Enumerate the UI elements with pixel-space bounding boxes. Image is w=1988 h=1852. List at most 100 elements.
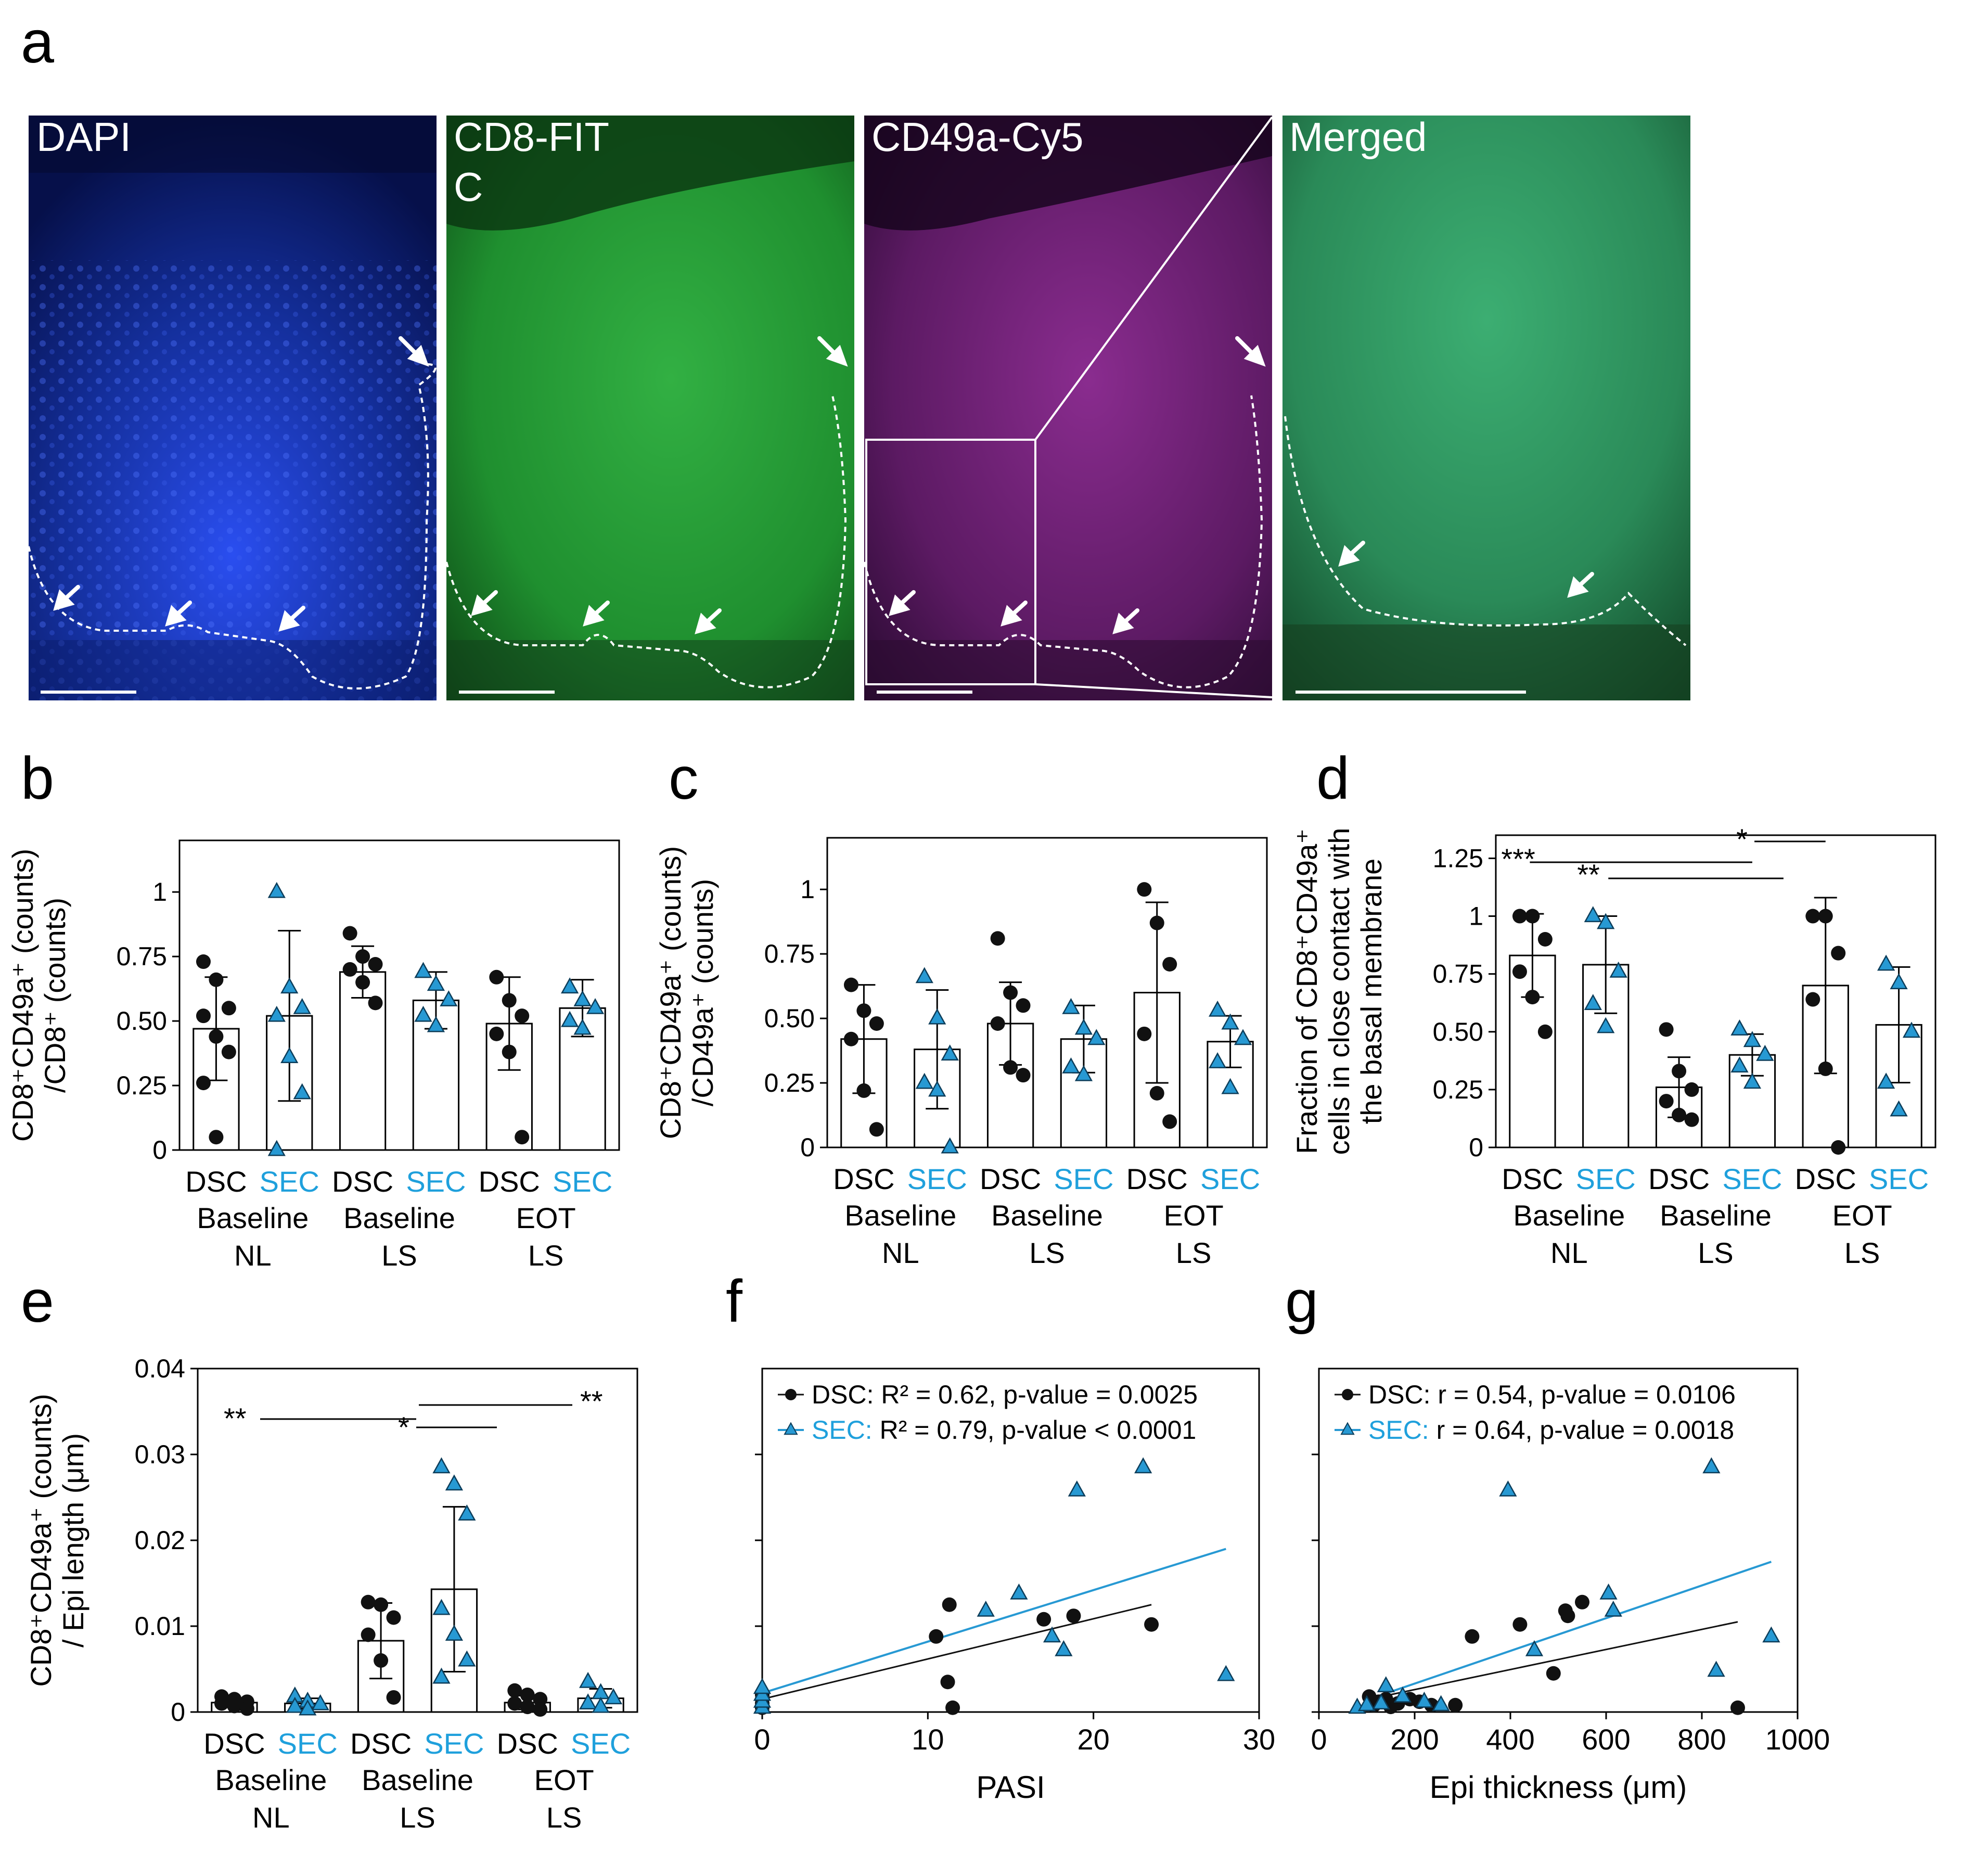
- data-point-dsc: [227, 1698, 242, 1714]
- data-point-dsc: [1066, 1608, 1081, 1624]
- x-tick-label: 800: [1677, 1723, 1726, 1756]
- data-point-dsc: [374, 1653, 389, 1668]
- legend-stats-sec: r = 0.64, p-value = 0.0018: [1437, 1415, 1735, 1445]
- data-point-sec: [1730, 1056, 1749, 1072]
- data-point-dsc: [502, 993, 517, 1008]
- data-point-sec: [1074, 1065, 1093, 1081]
- legend-marker-sec: [1340, 1422, 1355, 1435]
- data-point-dsc: [355, 949, 370, 964]
- category-label: SEC: [278, 1727, 338, 1760]
- y-tick-label: 0.50: [764, 1004, 815, 1033]
- plot-frame: [178, 839, 620, 1151]
- data-point-sec: [427, 1016, 445, 1032]
- data-point-dsc: [1016, 1068, 1031, 1083]
- data-point-sec: [1043, 1626, 1061, 1643]
- data-point-dsc: [1672, 1107, 1687, 1122]
- data-point-dsc: [1805, 992, 1820, 1007]
- data-point-dsc: [386, 1610, 401, 1625]
- category-label: SEC: [1054, 1163, 1113, 1195]
- x-tick-label: 1000: [1765, 1723, 1830, 1756]
- chart-g: 0 200 400 600 800 1000 Epi thickness (μm) DSC: …: [1311, 1368, 1830, 1805]
- data-point-sec: [293, 998, 311, 1014]
- data-point-sec: [1597, 913, 1615, 929]
- data-point-sec: [1877, 954, 1895, 971]
- data-point-dsc: [843, 977, 858, 992]
- data-point-dsc: [507, 1683, 522, 1698]
- significance-label: **: [580, 1385, 603, 1417]
- x-axis-label: Epi thickness (μm): [1430, 1770, 1687, 1805]
- data-point-dsc: [1003, 985, 1018, 1000]
- data-point-dsc: [533, 1692, 548, 1707]
- data-point-sec: [1604, 1600, 1622, 1617]
- data-point-sec: [1010, 1583, 1028, 1600]
- category-label: SEC: [260, 1165, 319, 1198]
- data-point-dsc: [1016, 998, 1031, 1013]
- data-point-sec: [1432, 1695, 1450, 1711]
- y-tick-label: 0.02: [135, 1526, 185, 1555]
- data-point-dsc: [1512, 909, 1527, 924]
- category-label: DSC: [332, 1165, 393, 1198]
- data-point-sec: [573, 1018, 592, 1035]
- data-point-dsc: [1149, 1085, 1164, 1101]
- data-point-dsc: [1162, 1114, 1177, 1129]
- data-point-sec: [1756, 1044, 1774, 1061]
- data-point-sec: [293, 1083, 311, 1100]
- data-point-sec: [586, 998, 605, 1014]
- panel-letter-f: f: [726, 1268, 743, 1335]
- data-point-sec: [941, 1044, 959, 1061]
- data-point-dsc: [856, 1083, 871, 1098]
- data-point-dsc: [1575, 1594, 1589, 1610]
- legend-entry-sec: SEC: R² = 0.79, p-value < 0.0001: [812, 1415, 1196, 1445]
- data-point-dsc: [1512, 1617, 1528, 1632]
- category-label: DSC: [1648, 1163, 1710, 1195]
- data-point-dsc: [990, 1016, 1005, 1031]
- data-point-dsc: [221, 1044, 236, 1059]
- image-label-cd49a-cy5: CD49a-Cy5: [871, 114, 1083, 160]
- y-tick-label: 0.50: [117, 1006, 167, 1036]
- data-point-sec: [1707, 1661, 1725, 1677]
- data-point-sec: [1877, 1072, 1895, 1089]
- data-point-dsc: [368, 957, 383, 972]
- group-label: LS: [1698, 1236, 1734, 1269]
- group-label: EOT: [516, 1202, 576, 1234]
- data-point-sec: [1377, 1676, 1395, 1693]
- data-point-dsc: [990, 931, 1005, 946]
- x-tick-label: 20: [1078, 1723, 1110, 1756]
- data-point-dsc: [1560, 1608, 1575, 1624]
- data-point-sec: [1221, 1078, 1239, 1094]
- data-point-dsc: [1818, 1061, 1833, 1076]
- data-point-dsc: [1831, 1140, 1846, 1155]
- data-point-sec: [1902, 1021, 1921, 1038]
- group-label: Baseline: [991, 1199, 1103, 1232]
- data-point-dsc: [1805, 909, 1820, 924]
- data-point-dsc: [869, 1016, 884, 1031]
- data-point-dsc: [1036, 1612, 1051, 1627]
- data-point-sec: [1609, 961, 1627, 978]
- group-label: NL: [882, 1236, 919, 1269]
- x-tick-label: 200: [1390, 1723, 1439, 1756]
- group-label: LS: [1844, 1236, 1880, 1269]
- data-point-dsc: [940, 1675, 955, 1690]
- group-label: Baseline: [197, 1202, 309, 1234]
- category-label: DSC: [479, 1165, 540, 1198]
- image-label-cd8-fitc: CD8-FIT C: [454, 114, 609, 210]
- group-label: EOT: [1832, 1199, 1892, 1232]
- data-point-dsc: [1003, 1060, 1018, 1075]
- data-point-sec: [432, 1599, 451, 1615]
- category-label: DSC: [1126, 1163, 1188, 1195]
- y-tick-label: 0: [800, 1133, 815, 1162]
- data-point-sec: [432, 1667, 451, 1684]
- fit-line-dsc: [1369, 1621, 1738, 1700]
- category-label: SEC: [907, 1163, 967, 1195]
- image-label-line: CD8-FIT: [454, 114, 609, 160]
- data-point-dsc: [239, 1701, 254, 1716]
- group-label: LS: [1029, 1236, 1065, 1269]
- category-label: SEC: [1200, 1163, 1260, 1195]
- y-tick-label: 0: [1469, 1133, 1483, 1162]
- data-point-sec: [928, 1080, 946, 1097]
- data-point-sec: [1209, 1000, 1227, 1017]
- category-label: SEC: [553, 1165, 612, 1198]
- data-point-sec: [604, 1688, 623, 1705]
- data-point-sec: [1730, 1019, 1749, 1036]
- data-point-sec: [915, 1072, 933, 1089]
